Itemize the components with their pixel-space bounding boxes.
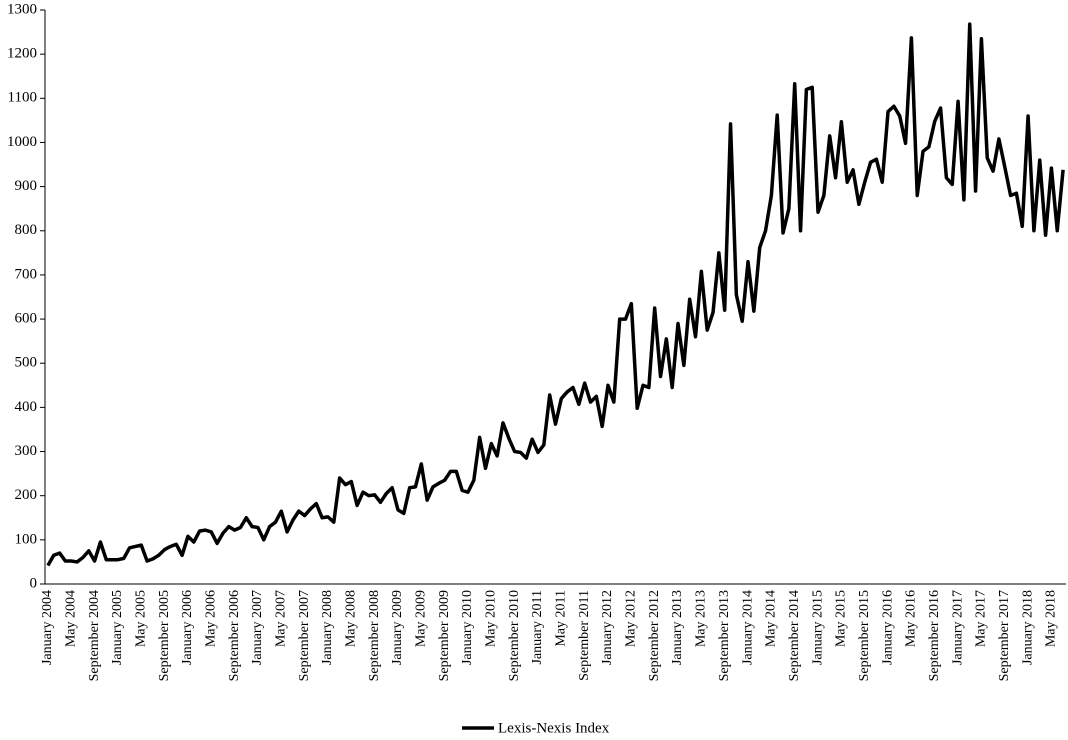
x-tick-label: May 2005 — [133, 590, 148, 647]
x-tick-label: September 2005 — [157, 590, 172, 681]
x-tick-label: September 2010 — [507, 590, 522, 681]
x-tick-label: May 2012 — [624, 590, 639, 647]
x-tick-label: January 2005 — [110, 590, 125, 665]
legend-label: Lexis-Nexis Index — [498, 720, 610, 736]
x-tick-label: May 2013 — [694, 590, 709, 647]
y-tick-label: 700 — [15, 266, 38, 282]
y-tick-label: 1300 — [7, 1, 37, 17]
x-tick-label: May 2009 — [414, 590, 429, 647]
x-tick-label: January 2008 — [320, 590, 335, 665]
y-tick-label: 1200 — [7, 46, 37, 62]
x-tick-label: September 2006 — [227, 590, 242, 681]
x-tick-label: January 2013 — [670, 590, 685, 665]
x-tick-label: January 2011 — [530, 590, 545, 665]
x-tick-label: January 2018 — [1020, 590, 1035, 665]
x-tick-label: September 2007 — [297, 590, 312, 681]
x-tick-label: January 2012 — [600, 590, 615, 665]
x-tick-label: May 2004 — [63, 590, 78, 647]
x-tick-label: September 2012 — [647, 590, 662, 681]
x-tick-label: May 2016 — [904, 590, 919, 647]
y-tick-label: 0 — [30, 575, 38, 591]
x-tick-label: September 2011 — [577, 590, 592, 681]
x-tick-label: September 2017 — [997, 590, 1012, 681]
y-tick-label: 600 — [15, 311, 38, 327]
y-tick-label: 1100 — [8, 90, 37, 106]
x-tick-label: January 2004 — [40, 590, 55, 665]
y-tick-label: 100 — [15, 531, 38, 547]
x-tick-label: May 2010 — [484, 590, 499, 647]
x-tick-label: January 2010 — [460, 590, 475, 665]
x-tick-label: September 2013 — [717, 590, 732, 681]
y-tick-label: 200 — [15, 487, 38, 503]
x-tick-label: May 2008 — [344, 590, 359, 647]
x-tick-label: January 2015 — [810, 590, 825, 665]
x-tick-label: January 2014 — [740, 590, 755, 665]
x-tick-label: January 2007 — [250, 590, 265, 665]
x-tick-label: May 2011 — [554, 590, 569, 647]
x-tick-label: May 2014 — [764, 590, 779, 647]
x-tick-label: September 2009 — [437, 590, 452, 681]
x-tick-label: September 2008 — [367, 590, 382, 681]
y-tick-label: 1000 — [7, 134, 37, 150]
x-tick-label: May 2017 — [974, 590, 989, 647]
x-tick-label: September 2015 — [857, 590, 872, 681]
x-tick-label: January 2017 — [950, 590, 965, 665]
x-tick-label: September 2016 — [927, 590, 942, 681]
line-series — [46, 22, 1065, 567]
x-tick-label: September 2004 — [87, 590, 102, 681]
y-tick-label: 800 — [15, 222, 38, 238]
x-tick-label: May 2018 — [1044, 590, 1059, 647]
x-tick-label: January 2016 — [880, 590, 895, 665]
x-tick-label: May 2007 — [274, 590, 289, 647]
y-tick-label: 300 — [15, 443, 38, 459]
x-tick-label: January 2009 — [390, 590, 405, 665]
y-tick-label: 900 — [15, 178, 38, 194]
y-tick-label: 400 — [15, 399, 38, 415]
y-tick-label: 500 — [15, 355, 38, 371]
x-tick-label: January 2006 — [180, 590, 195, 665]
x-tick-label: May 2006 — [203, 590, 218, 647]
x-tick-label: May 2015 — [834, 590, 849, 647]
x-tick-label: September 2014 — [787, 590, 802, 681]
